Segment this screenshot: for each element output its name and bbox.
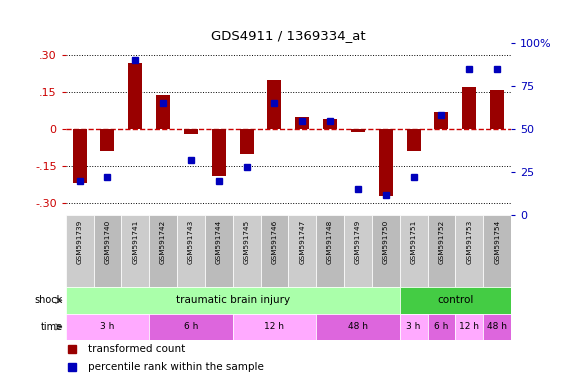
Bar bbox=[400, 215, 428, 287]
Title: GDS4911 / 1369334_at: GDS4911 / 1369334_at bbox=[211, 29, 365, 42]
Bar bbox=[288, 215, 316, 287]
Bar bbox=[372, 215, 400, 287]
Bar bbox=[483, 314, 511, 340]
Bar bbox=[240, 129, 254, 154]
Bar bbox=[177, 215, 205, 287]
Text: GSM591745: GSM591745 bbox=[244, 220, 250, 265]
Bar bbox=[400, 287, 511, 314]
Bar bbox=[122, 215, 149, 287]
Bar bbox=[149, 215, 177, 287]
Text: GSM591739: GSM591739 bbox=[77, 220, 83, 265]
Bar bbox=[267, 80, 282, 129]
Bar bbox=[407, 129, 421, 151]
Text: GSM591753: GSM591753 bbox=[467, 220, 472, 265]
Text: 6 h: 6 h bbox=[184, 323, 198, 331]
Text: GSM591750: GSM591750 bbox=[383, 220, 389, 265]
Text: 3 h: 3 h bbox=[100, 323, 115, 331]
Text: shock: shock bbox=[35, 295, 63, 305]
Bar bbox=[428, 314, 456, 340]
Bar bbox=[323, 119, 337, 129]
Bar bbox=[66, 314, 149, 340]
Text: GSM591751: GSM591751 bbox=[411, 220, 417, 265]
Bar bbox=[94, 215, 122, 287]
Text: time: time bbox=[41, 322, 63, 332]
Bar bbox=[184, 129, 198, 134]
Bar bbox=[351, 129, 365, 132]
Bar bbox=[205, 215, 233, 287]
Bar bbox=[490, 90, 504, 129]
Text: traumatic brain injury: traumatic brain injury bbox=[176, 295, 289, 305]
Bar bbox=[344, 215, 372, 287]
Text: GSM591746: GSM591746 bbox=[271, 220, 278, 265]
Text: GSM591744: GSM591744 bbox=[216, 220, 222, 265]
Bar bbox=[73, 129, 87, 183]
Bar bbox=[66, 287, 400, 314]
Bar bbox=[128, 63, 142, 129]
Text: 3 h: 3 h bbox=[407, 323, 421, 331]
Text: percentile rank within the sample: percentile rank within the sample bbox=[88, 362, 264, 372]
Text: 6 h: 6 h bbox=[435, 323, 449, 331]
Bar bbox=[66, 215, 94, 287]
Bar bbox=[316, 215, 344, 287]
Bar bbox=[379, 129, 393, 195]
Bar bbox=[233, 215, 260, 287]
Text: GSM591742: GSM591742 bbox=[160, 220, 166, 265]
Text: 12 h: 12 h bbox=[264, 323, 284, 331]
Bar bbox=[400, 314, 428, 340]
Text: GSM591752: GSM591752 bbox=[439, 220, 444, 265]
Bar bbox=[212, 129, 226, 176]
Text: GSM591749: GSM591749 bbox=[355, 220, 361, 265]
Text: GSM591747: GSM591747 bbox=[299, 220, 305, 265]
Bar bbox=[435, 112, 448, 129]
Bar bbox=[456, 215, 483, 287]
Bar bbox=[100, 129, 114, 151]
Text: transformed count: transformed count bbox=[88, 344, 185, 354]
Bar bbox=[483, 215, 511, 287]
Bar bbox=[456, 314, 483, 340]
Text: GSM591754: GSM591754 bbox=[494, 220, 500, 265]
Bar bbox=[156, 95, 170, 129]
Text: GSM591748: GSM591748 bbox=[327, 220, 333, 265]
Bar bbox=[316, 314, 400, 340]
Text: 48 h: 48 h bbox=[348, 323, 368, 331]
Bar bbox=[295, 117, 309, 129]
Text: control: control bbox=[437, 295, 473, 305]
Bar bbox=[260, 215, 288, 287]
Bar bbox=[233, 314, 316, 340]
Bar bbox=[463, 88, 476, 129]
Text: 48 h: 48 h bbox=[487, 323, 507, 331]
Text: GSM591743: GSM591743 bbox=[188, 220, 194, 265]
Text: GSM591740: GSM591740 bbox=[104, 220, 110, 265]
Text: 12 h: 12 h bbox=[459, 323, 479, 331]
Bar bbox=[149, 314, 233, 340]
Bar bbox=[428, 215, 456, 287]
Text: GSM591741: GSM591741 bbox=[132, 220, 138, 265]
